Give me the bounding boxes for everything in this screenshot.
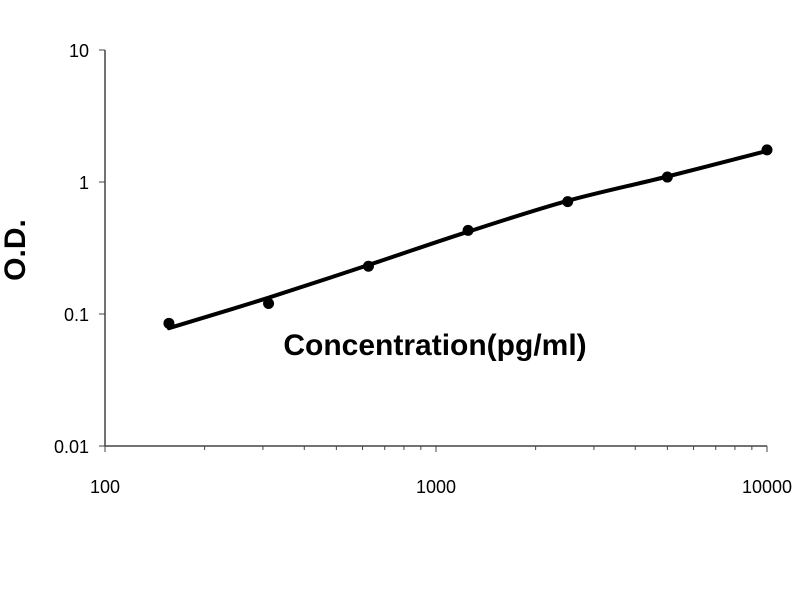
y-axis-label: O.D. bbox=[0, 219, 32, 281]
data-point bbox=[562, 196, 574, 208]
x-axis-label: Concentration(pg/ml) bbox=[283, 329, 586, 362]
data-point bbox=[761, 144, 773, 156]
data-point bbox=[263, 298, 275, 310]
y-tick-labels: 0.01 0.1 1 10 bbox=[54, 41, 89, 457]
x-tick-labels: 100 1000 10000 bbox=[90, 477, 792, 497]
y-tick-label: 0.01 bbox=[54, 437, 89, 457]
tick-marks bbox=[99, 49, 768, 452]
x-tick-label: 100 bbox=[90, 477, 120, 497]
data-point bbox=[163, 317, 175, 329]
x-tick-label: 1000 bbox=[416, 477, 456, 497]
x-tick-label: 10000 bbox=[742, 477, 792, 497]
axes bbox=[104, 50, 767, 447]
y-tick-label: 1 bbox=[79, 173, 89, 193]
data-point bbox=[661, 171, 673, 183]
fit-curve bbox=[166, 148, 769, 331]
data-point bbox=[462, 224, 474, 236]
data-point bbox=[362, 260, 374, 272]
fit-curve-group bbox=[166, 148, 769, 331]
y-tick-label: 10 bbox=[69, 41, 89, 61]
data-points bbox=[163, 144, 773, 329]
y-tick-label: 0.1 bbox=[64, 305, 89, 325]
